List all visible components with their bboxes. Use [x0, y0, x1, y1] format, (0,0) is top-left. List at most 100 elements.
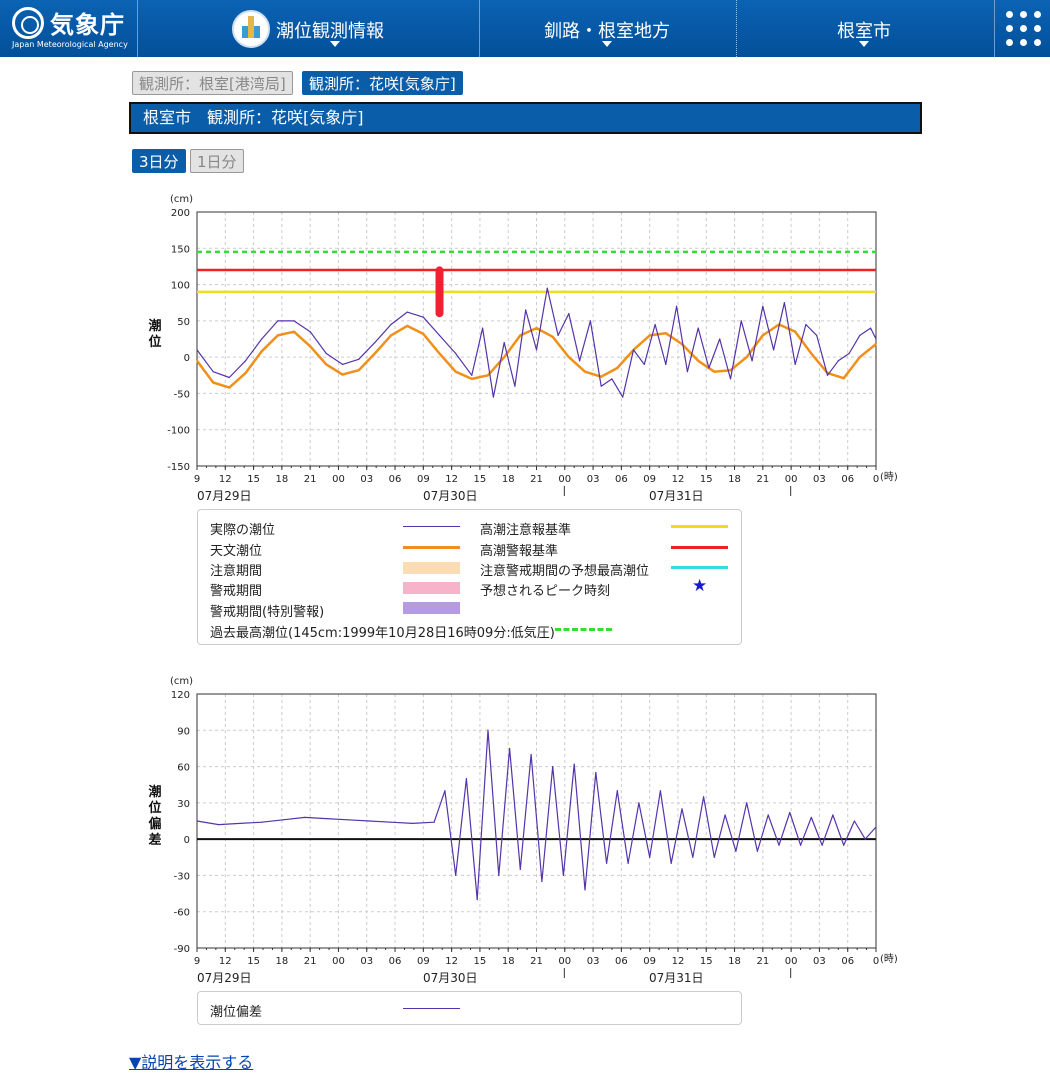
data-point: [503, 356, 505, 358]
y-tick-label: 150: [171, 244, 190, 255]
data-point: [794, 331, 796, 333]
data-point: [368, 820, 371, 822]
data-point: [325, 363, 327, 365]
data-point: [390, 334, 392, 336]
station-button-hanasaki[interactable]: 観測所：花咲[気象庁]: [302, 71, 463, 95]
data-point: [293, 331, 295, 333]
legend-swatch: [671, 525, 728, 528]
data-point: [552, 765, 554, 768]
x-tick-label: 18: [502, 956, 515, 967]
data-point: [713, 371, 715, 373]
date-label: 07月30日: [423, 971, 478, 985]
data-point: [535, 349, 538, 351]
data-point: [584, 371, 586, 373]
nav-city-label: 根室市: [837, 21, 891, 42]
data-point: [261, 821, 263, 823]
data-point: [638, 802, 640, 804]
data-point: [724, 814, 726, 816]
x-tick-label: 12: [672, 956, 685, 967]
data-point: [568, 356, 570, 358]
x-tick-label: 12: [672, 474, 685, 485]
x-tick-label: 09: [417, 956, 430, 967]
data-point: [697, 360, 699, 362]
data-point: [519, 334, 521, 336]
data-point: [482, 327, 484, 329]
data-point: [562, 874, 565, 877]
range-3days-button[interactable]: 3日分: [132, 149, 186, 173]
nav-tide-info[interactable]: 潮位観測情報: [138, 0, 480, 57]
data-point: [406, 311, 408, 313]
jma-logo[interactable]: 気象庁 Japan Meteorological Agency: [0, 0, 138, 57]
legend-label: 予想されるピーク時刻: [480, 584, 611, 599]
data-point: [438, 334, 441, 336]
data-point: [670, 862, 672, 864]
legend-swatch: [403, 1008, 460, 1009]
anomaly-chart-legend: 潮位偏差: [197, 991, 742, 1025]
y-tick-label: 0: [184, 835, 190, 846]
data-point: [465, 778, 468, 780]
data-point: [773, 349, 775, 351]
data-point: [374, 342, 376, 344]
data-point: [196, 820, 198, 822]
legend-swatch: [403, 602, 460, 614]
data-point: [325, 352, 327, 355]
tide-chart-legend: 実際の潮位 天文潮位 注意期間 警戒期間 警戒期間(特別警報) 過去最高潮位(1…: [197, 509, 742, 645]
data-point: [605, 862, 608, 864]
x-tick-label: 09: [643, 956, 656, 967]
x-tick-label: 18: [502, 474, 515, 485]
data-point: [616, 367, 618, 369]
logo-text: 気象庁: [50, 11, 125, 39]
data-point: [341, 363, 344, 365]
y-tick-label: -50: [174, 389, 190, 400]
data-point: [859, 334, 861, 336]
nav-region[interactable]: 釧路・根室地方: [480, 0, 737, 57]
data-point: [374, 352, 376, 355]
menu-grid-icon[interactable]: [994, 0, 1050, 57]
data-point: [729, 369, 732, 371]
data-point: [525, 309, 527, 311]
nav-city[interactable]: 根室市: [737, 0, 994, 57]
data-point: [228, 376, 230, 379]
x-tick-label: 12: [445, 956, 458, 967]
y-tick-label: 200: [171, 208, 190, 219]
data-point: [261, 350, 263, 352]
data-point: [767, 814, 769, 816]
y-tick-label: 90: [177, 726, 190, 737]
data-point: [799, 844, 802, 846]
x-tick-label: 06: [389, 956, 402, 967]
date-label: 07月29日: [197, 971, 252, 985]
x-tick-label: 09: [643, 474, 656, 485]
x-tick-label: 21: [530, 956, 543, 967]
data-point: [514, 385, 516, 387]
data-point: [341, 373, 344, 376]
data-point: [837, 360, 839, 362]
legend-swatch: [403, 546, 460, 549]
data-point: [530, 753, 532, 756]
station-button-nemuro[interactable]: 観測所：根室[港湾局]: [132, 71, 293, 95]
show-explanation-link[interactable]: ▼説明を表示する: [129, 1053, 254, 1072]
data-point: [476, 899, 478, 901]
data-point: [455, 352, 457, 355]
y-axis-label-char: 潮: [148, 784, 161, 800]
data-point: [751, 360, 753, 362]
range-1day-button[interactable]: 1日分: [190, 149, 244, 173]
chevron-down-icon: [859, 41, 869, 47]
data-point: [756, 850, 759, 852]
data-point: [611, 378, 613, 380]
data-point: [686, 371, 688, 373]
data-point: [713, 856, 715, 858]
data-point: [789, 811, 791, 814]
x-tick-label: 9: [194, 474, 200, 485]
x-tick-label: 15: [700, 956, 713, 967]
x-unit-label: (時): [880, 953, 898, 965]
data-point: [455, 371, 457, 373]
data-point: [406, 325, 408, 327]
peak-marker: [435, 266, 444, 318]
y-tick-label: -90: [174, 944, 190, 955]
legend-label: 注意警戒期間の予想最高潮位: [480, 564, 650, 579]
data-point: [422, 316, 424, 318]
legend-swatch: [403, 562, 460, 574]
x-tick-label: 0: [873, 474, 879, 485]
site-header: 気象庁 Japan Meteorological Agency 潮位観測情報 釧…: [0, 0, 1050, 57]
y-tick-label: 50: [177, 317, 190, 328]
